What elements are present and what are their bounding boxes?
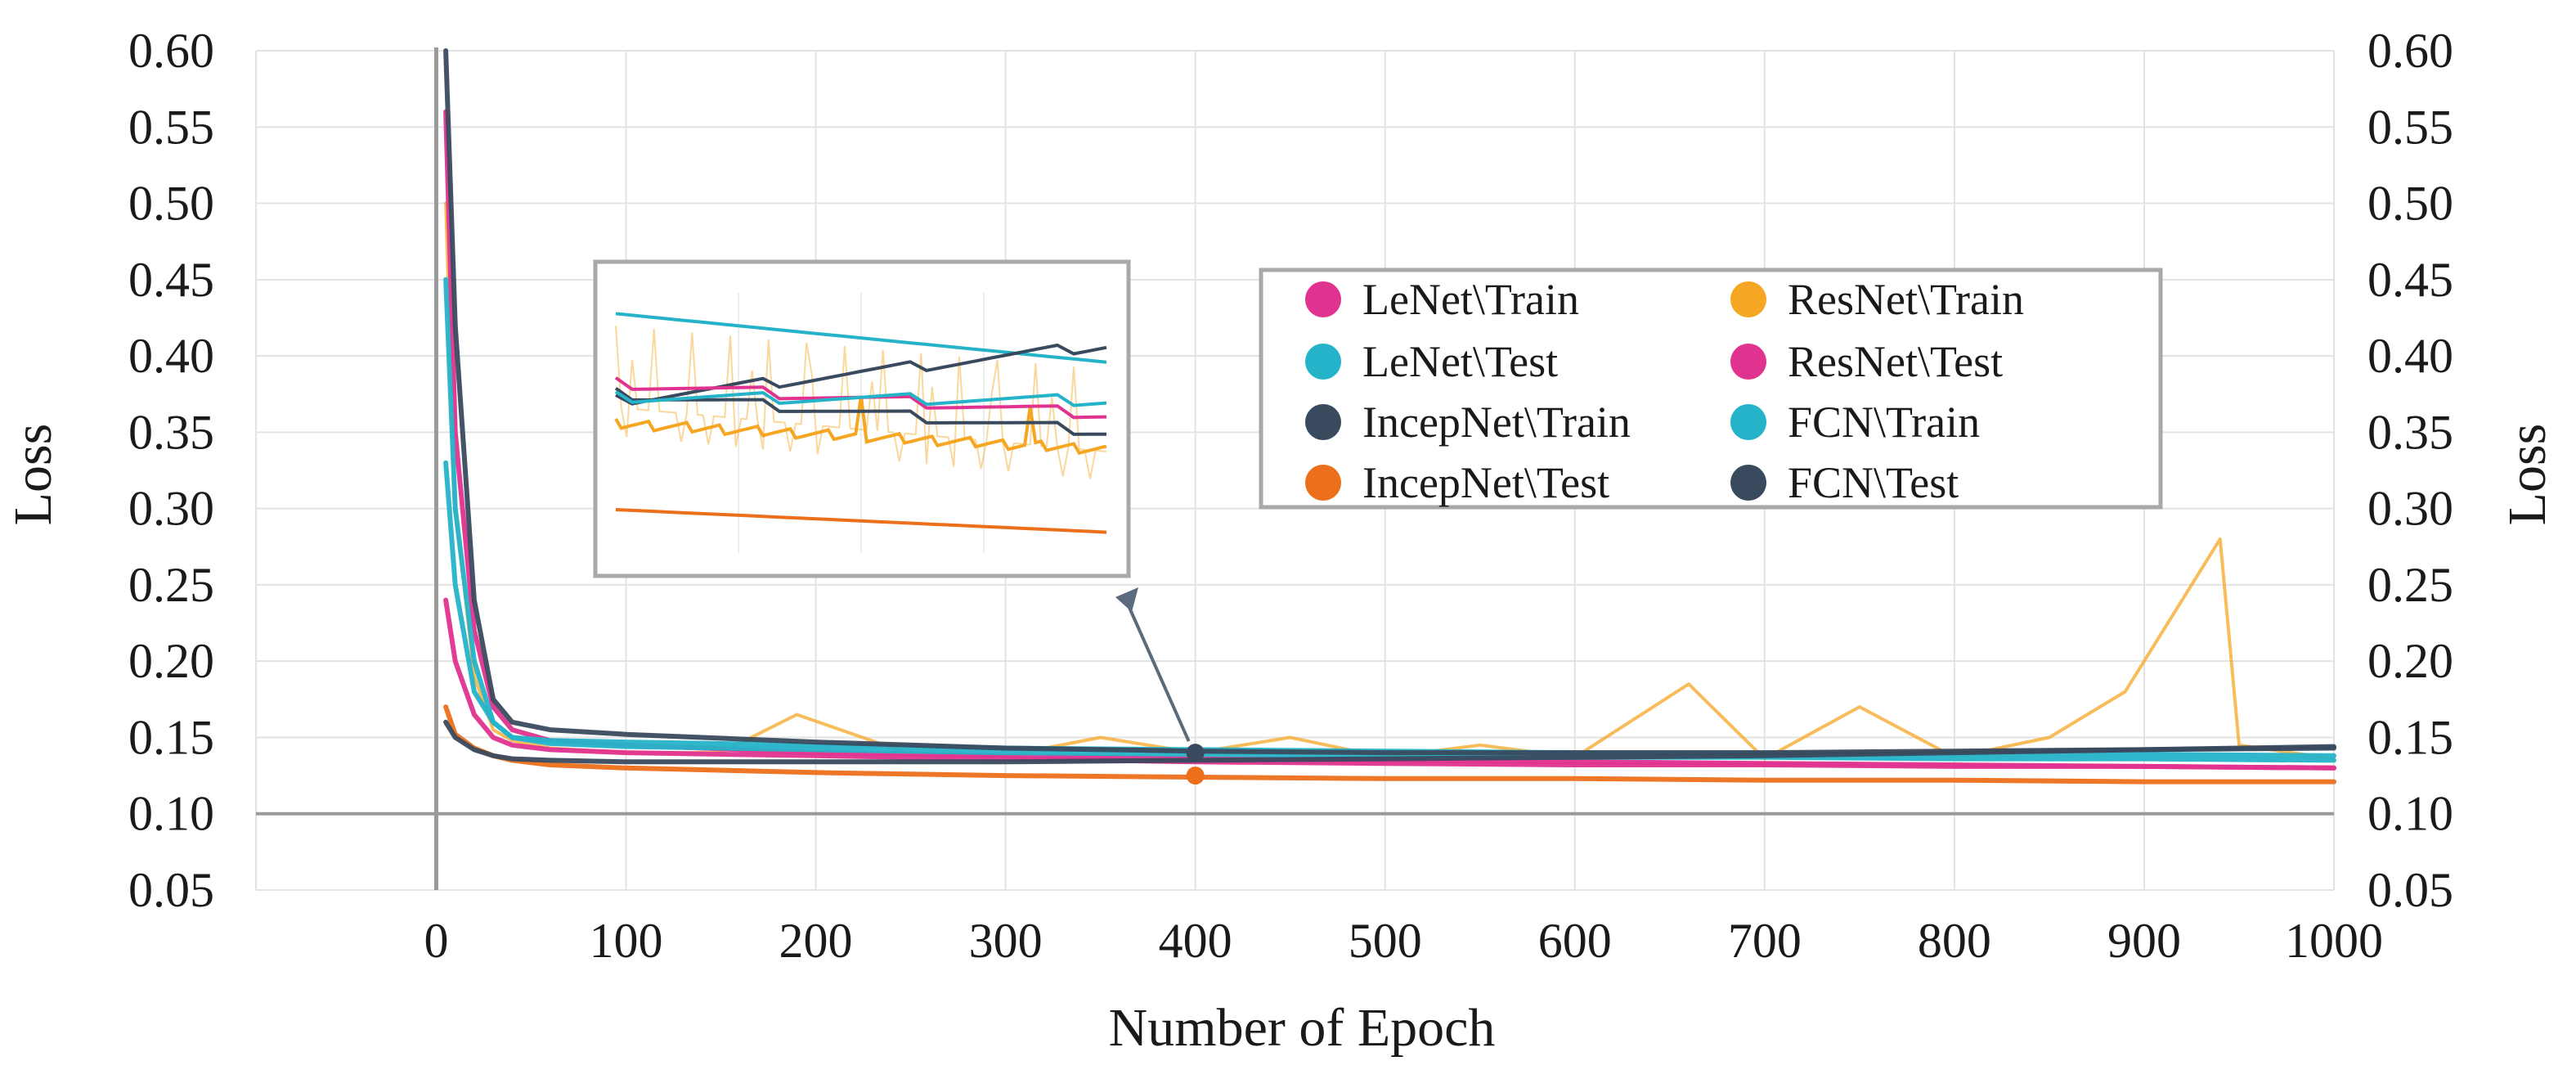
legend-label: IncepNet\Test <box>1362 458 1609 507</box>
legend-marker <box>1730 344 1766 380</box>
y-tick-label-left: 0.40 <box>128 329 214 383</box>
y-tick-label-right: 0.60 <box>2367 24 2453 78</box>
series-line <box>443 719 2336 765</box>
x-tick-label: 500 <box>1349 914 1422 968</box>
y-tick-label-left: 0.05 <box>128 863 214 917</box>
x-tick-label: 600 <box>1538 914 1612 968</box>
x-tick-label: 100 <box>590 914 663 968</box>
y-axis-title-left: Loss <box>3 424 63 526</box>
legend-marker <box>1305 404 1341 440</box>
zoom-arrow-line <box>1125 601 1191 742</box>
y-tick-label-right: 0.55 <box>2367 100 2453 154</box>
legend-marker <box>1305 344 1341 380</box>
y-tick-label-left: 0.55 <box>128 100 214 154</box>
legend-marker <box>1730 404 1766 440</box>
y-axis-title-right: Loss <box>2497 424 2557 526</box>
legend-label: LeNet\Test <box>1362 337 1558 386</box>
y-tick-label-right: 0.25 <box>2367 558 2453 612</box>
y-tick-label-right: 0.15 <box>2367 710 2453 764</box>
legend-label: FCN\Train <box>1788 398 1980 447</box>
annotation-point <box>1186 744 1205 762</box>
y-tick-label-right: 0.20 <box>2367 634 2453 688</box>
y-tick-label-right: 0.35 <box>2367 405 2453 459</box>
series-line <box>444 201 2336 761</box>
x-tick-label: 200 <box>779 914 853 968</box>
inset-series-line <box>614 386 1106 436</box>
x-tick-label: 0 <box>424 914 448 968</box>
y-tick-label-left: 0.35 <box>128 405 214 459</box>
series-line <box>443 597 2336 771</box>
series-line <box>443 276 2336 763</box>
legend-marker <box>1305 281 1341 317</box>
inset-series-line <box>614 390 1107 407</box>
y-tick-label-left: 0.15 <box>128 710 214 764</box>
inset-series-line <box>615 343 1107 406</box>
y-tick-label-left: 0.20 <box>128 634 214 688</box>
x-axis-title: Number of Epoch <box>1109 998 1496 1058</box>
x-tick-label: 1000 <box>2285 914 2383 968</box>
y-tick-label-left: 0.25 <box>128 558 214 612</box>
tick-labels: 0.05 0.05 0.10 0.10 0.15 0.15 0.20 0.20 0.25 0.25… <box>128 24 2453 968</box>
zoom-inset <box>593 259 1191 742</box>
legend-marker <box>1305 465 1341 501</box>
y-tick-label-left: 0.60 <box>128 24 214 78</box>
legend: LeNet\Train LeNet\Test IncepNet\Train Incep… <box>1259 268 2163 510</box>
legend-label: ResNet\Train <box>1788 275 2024 324</box>
y-tick-label-left: 0.10 <box>128 787 214 841</box>
x-tick-label: 700 <box>1728 914 1802 968</box>
y-tick-label-left: 0.30 <box>128 482 214 536</box>
y-tick-label-right: 0.50 <box>2367 177 2453 231</box>
series-lines <box>443 48 2336 785</box>
legend-label: IncepNet\Train <box>1362 398 1631 447</box>
legend-label: FCN\Test <box>1788 458 1959 507</box>
x-tick-label: 300 <box>969 914 1043 968</box>
x-tick-label: 400 <box>1159 914 1232 968</box>
y-tick-label-right: 0.45 <box>2367 253 2453 307</box>
legend-label: LeNet\Train <box>1362 275 1579 324</box>
axes <box>256 47 2334 890</box>
annotation-point <box>1186 767 1205 785</box>
legend-marker <box>1730 281 1766 317</box>
x-tick-label: 800 <box>1918 914 1991 968</box>
y-tick-label-right: 0.40 <box>2367 329 2453 383</box>
x-tick-label: 900 <box>2107 914 2181 968</box>
y-tick-label-left: 0.45 <box>128 253 214 307</box>
y-tick-label-left: 0.50 <box>128 177 214 231</box>
y-tick-label-right: 0.10 <box>2367 787 2453 841</box>
inset-series-line <box>615 508 1107 534</box>
legend-frame <box>1259 268 2163 510</box>
y-tick-label-right: 0.30 <box>2367 482 2453 536</box>
inset-series-line <box>615 312 1107 364</box>
legend-label: ResNet\Test <box>1788 337 2003 386</box>
zoom-arrow-head <box>1115 587 1138 612</box>
legend-marker <box>1730 465 1766 501</box>
y-tick-label-right: 0.05 <box>2367 863 2453 917</box>
